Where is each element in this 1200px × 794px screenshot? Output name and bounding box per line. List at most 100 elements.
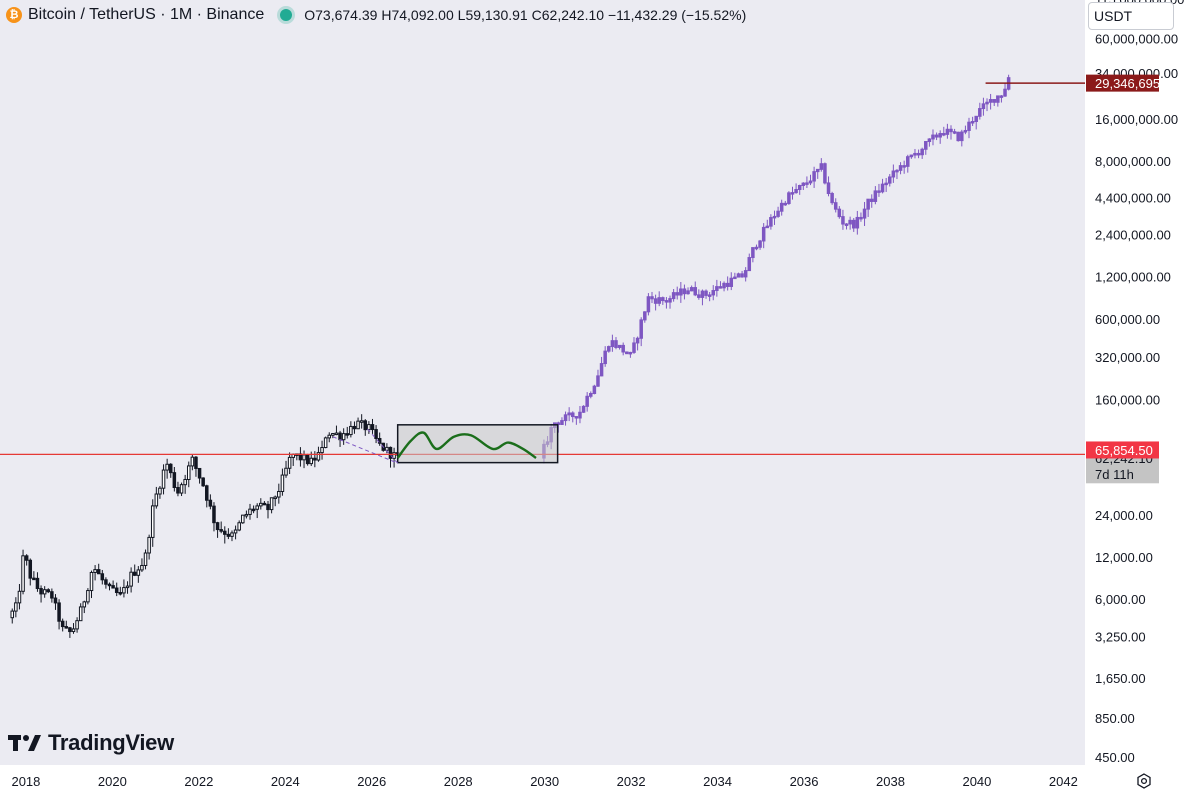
candle (125, 585, 130, 589)
candle (772, 215, 777, 219)
price-axis-bg (1085, 0, 1200, 794)
bitcoin-icon: ₿ (6, 7, 22, 23)
candle (147, 536, 151, 554)
candle (960, 131, 964, 142)
candle (740, 273, 744, 278)
candle (970, 121, 975, 124)
candle (349, 425, 353, 436)
candle (689, 287, 694, 292)
candle (277, 490, 281, 498)
candle (560, 420, 564, 425)
candle (996, 95, 1000, 103)
candle (668, 298, 672, 303)
candle (563, 414, 568, 422)
x-tick-label: 2040 (962, 774, 991, 789)
candle (233, 529, 238, 534)
candle (887, 176, 892, 184)
candle (86, 590, 90, 603)
x-tick-label: 2018 (11, 774, 40, 789)
candle (230, 532, 234, 537)
candle (266, 503, 270, 511)
candle (581, 405, 586, 413)
candle (949, 128, 953, 133)
x-tick-label: 2026 (357, 774, 386, 789)
projection-box[interactable] (396, 424, 559, 464)
candle (570, 412, 575, 418)
candle (201, 477, 205, 487)
candle (614, 340, 618, 348)
candle (625, 351, 629, 355)
candle (197, 467, 202, 479)
y-tick-label: 24,000.00 (1095, 508, 1153, 523)
candle (194, 456, 198, 469)
candle (704, 290, 708, 296)
candle (646, 296, 651, 313)
candle (35, 577, 40, 590)
x-tick-label: 2034 (703, 774, 732, 789)
candle (664, 300, 669, 303)
y-tick-label: 1,200,000.00 (1095, 270, 1171, 285)
candle (89, 571, 94, 592)
symbol-header: ₿ Bitcoin / TetherUS · 1M · Binance O73,… (0, 0, 1085, 30)
candle (808, 180, 813, 184)
candle (596, 375, 600, 387)
candle (179, 484, 184, 494)
trend-line[interactable] (332, 436, 398, 464)
candle (223, 530, 227, 535)
time-axis-bg (0, 765, 1085, 794)
symbol-title[interactable]: Bitcoin / TetherUS · 1M · Binance (28, 6, 265, 23)
candle (578, 411, 582, 419)
candle (100, 573, 105, 581)
candle (632, 342, 636, 353)
x-tick-label: 2024 (271, 774, 300, 789)
candle (359, 420, 364, 423)
candle (161, 469, 166, 489)
candle (819, 163, 824, 170)
candle (815, 168, 820, 173)
candle (226, 533, 231, 537)
candle (158, 487, 162, 495)
currency-select[interactable]: USDT (1088, 2, 1174, 30)
settings-icon[interactable] (1136, 773, 1152, 789)
candle (219, 529, 223, 532)
candle (320, 447, 324, 454)
candle (733, 276, 737, 280)
candle (797, 184, 802, 191)
low-label: L (457, 7, 466, 23)
candle (617, 344, 622, 348)
candle (700, 290, 705, 298)
candle (758, 240, 762, 248)
candle (837, 208, 842, 218)
price-axis: 115,000,000.0060,000,000.0034,000,000.00… (1085, 0, 1200, 794)
candle (931, 134, 935, 140)
candle (974, 115, 978, 123)
candle (643, 311, 647, 321)
candle (363, 420, 368, 431)
candle (686, 290, 690, 295)
projection-curve[interactable] (396, 431, 537, 460)
x-tick-label: 2028 (444, 774, 473, 789)
candle (862, 208, 867, 219)
change-value: −11,432.29 (−15.52%) (607, 7, 747, 23)
candle (657, 297, 661, 304)
candle (313, 457, 317, 461)
tradingview-logo[interactable]: TradingView (8, 730, 174, 756)
candle (880, 183, 885, 193)
market-status-icon[interactable] (280, 9, 293, 21)
trend-line[interactable] (367, 428, 399, 464)
high-label: H (381, 7, 392, 23)
y-tick-label: 6,000.00 (1095, 592, 1146, 607)
y-tick-label: 1,650.00 (1095, 671, 1146, 686)
candle (64, 626, 69, 629)
candle (851, 219, 856, 229)
candle (32, 577, 36, 581)
candle (585, 395, 589, 407)
candle (255, 505, 259, 510)
candle (53, 597, 58, 604)
candle (751, 247, 755, 259)
candle (111, 585, 115, 589)
y-tick-label: 850.00 (1095, 711, 1135, 726)
plot-area[interactable] (0, 0, 1085, 765)
candle (661, 297, 665, 302)
